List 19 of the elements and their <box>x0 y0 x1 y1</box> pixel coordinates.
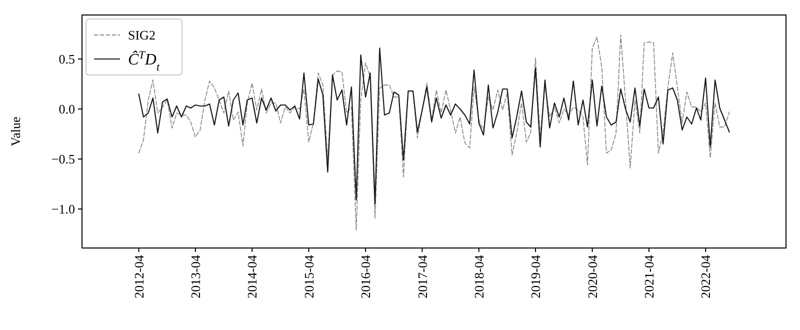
y-tick-label: 0.0 <box>58 102 75 117</box>
y-axis-title: Value <box>8 116 23 146</box>
x-tick-label: 2013-04 <box>188 254 204 298</box>
x-tick-label: 2015-04 <box>301 254 316 298</box>
x-tick-label: 2016-04 <box>358 254 374 298</box>
x-tick-label: 2022-04 <box>698 254 714 298</box>
x-tick-label: 2017-04 <box>414 254 430 298</box>
x-tick-label: 2021-04 <box>642 254 657 298</box>
x-tick-label: 2014-04 <box>244 254 260 298</box>
x-tick-label: 2019-04 <box>528 254 544 298</box>
line-series <box>138 47 730 205</box>
legend-label: SIG2 <box>128 28 156 43</box>
y-tick-label: −0.5 <box>51 152 75 167</box>
x-tick-label: 2012-04 <box>131 254 146 298</box>
y-tick-label: −1.0 <box>51 202 75 217</box>
x-tick-label: 2018-04 <box>471 254 486 298</box>
legend-label: Ĉ$^{T}$D$_{t}$ <box>128 50 160 74</box>
y-tick-label: 0.5 <box>58 52 75 67</box>
x-tick-label: 2020-04 <box>584 254 600 298</box>
